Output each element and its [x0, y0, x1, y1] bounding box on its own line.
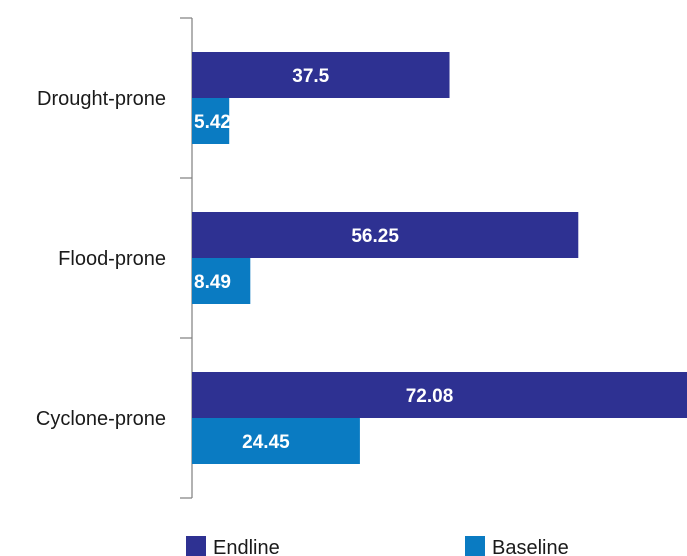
bar-value-label: 24.45 — [242, 432, 290, 453]
bar-value-label: 56.25 — [351, 226, 399, 247]
bar-value-label: 37.5 — [292, 66, 329, 87]
legend-label-baseline: Baseline — [492, 537, 569, 556]
legend-label-endline: Endline — [213, 537, 280, 556]
category-label: Drought-prone — [37, 88, 166, 110]
bar-value-label: 72.08 — [406, 386, 454, 407]
bar-value-label: 5.42 — [194, 112, 231, 133]
legend-swatch-endline — [186, 536, 206, 556]
legend: Endline Baseline — [186, 536, 569, 556]
bar-value-label: 8.49 — [194, 272, 231, 293]
category-label: Flood-prone — [58, 248, 166, 270]
legend-swatch-baseline — [465, 536, 485, 556]
axis-layer — [180, 18, 192, 498]
category-label: Cyclone-prone — [36, 408, 166, 430]
